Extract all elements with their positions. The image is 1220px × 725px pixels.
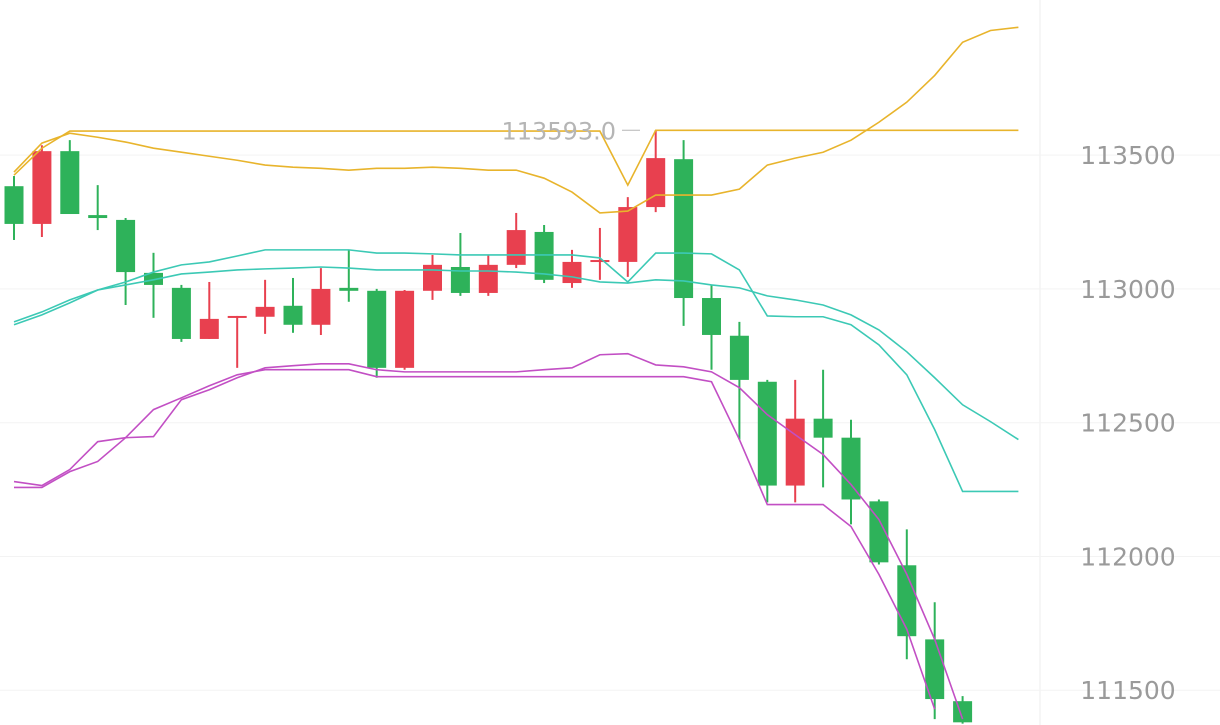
- candle-body: [757, 381, 777, 486]
- candle-body: [395, 290, 415, 368]
- indicator-line: [13, 266, 1019, 441]
- y-tick-label: 112500: [1080, 409, 1175, 438]
- y-tick-label: 112000: [1080, 542, 1175, 571]
- candle-body: [841, 437, 861, 500]
- candle-body: [4, 186, 24, 224]
- candle-body: [88, 215, 108, 219]
- candle-body: [255, 306, 275, 317]
- candle-body: [702, 298, 721, 335]
- candle-body: [590, 260, 610, 263]
- candle-body: [339, 287, 359, 291]
- candle-body: [171, 287, 191, 339]
- candle-body: [283, 305, 303, 325]
- y-tick-label: 113500: [1080, 141, 1175, 170]
- candle-body: [506, 230, 526, 265]
- indicator-line: [13, 129, 1019, 187]
- candle-body: [869, 501, 889, 563]
- indicator-line: [13, 352, 964, 720]
- candle-body: [144, 272, 163, 285]
- indicator-line: [13, 26, 1019, 214]
- candle-body: [953, 701, 973, 723]
- y-tick-label: 111500: [1080, 676, 1175, 705]
- candle-body: [32, 151, 52, 224]
- candle-body: [199, 318, 219, 339]
- y-tick-label: 113000: [1080, 275, 1175, 304]
- candle-body: [423, 264, 442, 291]
- candle-body: [618, 207, 638, 262]
- candle-body: [562, 261, 582, 284]
- candle-body: [478, 264, 498, 293]
- candle-body: [674, 159, 694, 299]
- candle-body: [785, 418, 805, 486]
- candle-body: [534, 231, 554, 280]
- price-marker-label: 113593.0: [501, 117, 616, 145]
- candle-body: [60, 151, 80, 215]
- candle-body: [116, 219, 136, 273]
- candle-body: [367, 290, 387, 368]
- candle-body: [729, 335, 749, 380]
- candle-body: [450, 266, 470, 293]
- indicator-line: [14, 368, 936, 710]
- candle-body: [227, 315, 247, 318]
- candle-body: [311, 288, 331, 325]
- candle-body: [813, 418, 833, 438]
- indicator-line: [13, 249, 1019, 493]
